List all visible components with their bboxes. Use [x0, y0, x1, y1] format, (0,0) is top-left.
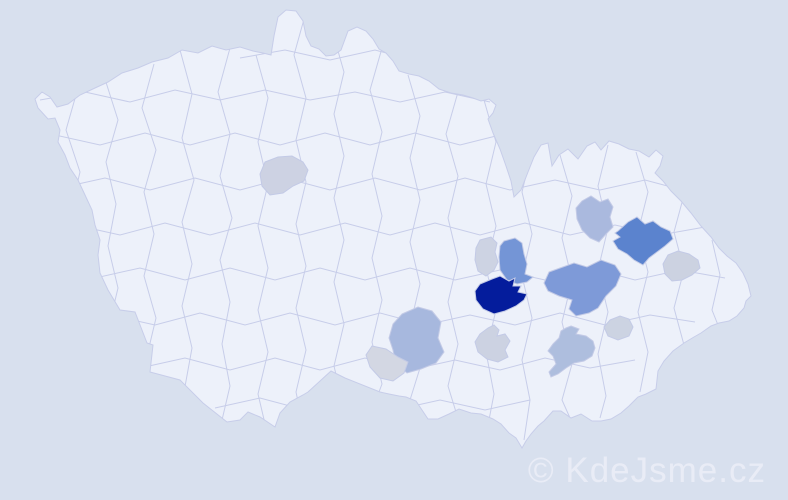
highlighted-district-6[interactable]	[498, 237, 534, 285]
highlighted-districts	[259, 155, 701, 382]
highlighted-district-4[interactable]	[474, 324, 511, 363]
watermark: © KdeJsme.cz	[528, 451, 766, 490]
highlighted-district-12[interactable]	[547, 325, 596, 378]
highlighted-district-13[interactable]	[603, 315, 634, 341]
highlighted-district-2[interactable]	[388, 306, 445, 374]
highlighted-district-11[interactable]	[662, 250, 701, 282]
district-boundaries	[39, 11, 746, 441]
highlighted-district-7[interactable]	[474, 236, 499, 277]
highlighted-district-9[interactable]	[575, 195, 614, 243]
highlighted-district-5[interactable]	[474, 275, 528, 315]
highlighted-district-10[interactable]	[612, 216, 674, 266]
highlighted-district-3[interactable]	[365, 345, 409, 382]
highlighted-district-8[interactable]	[543, 259, 622, 317]
highlighted-district-1[interactable]	[259, 155, 309, 196]
